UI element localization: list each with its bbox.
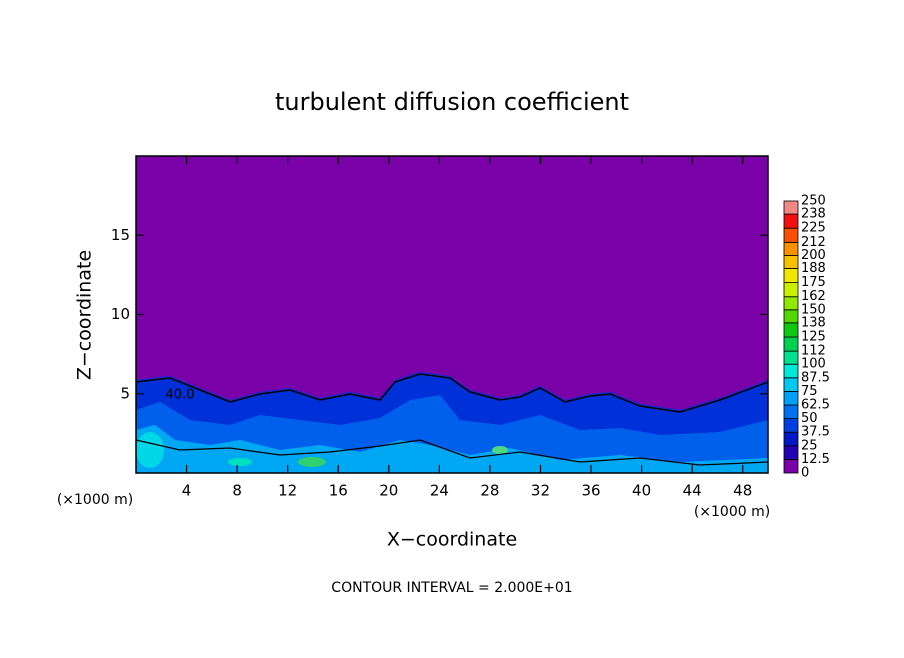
- colorbar-band: [783, 418, 799, 433]
- y-tick-label: 10: [111, 305, 130, 323]
- y-tick-label: 15: [111, 226, 130, 244]
- colorbar-band: [783, 296, 799, 311]
- colorbar-band: [783, 445, 799, 460]
- colorbar-band: [783, 404, 799, 420]
- colorbar-label: 150: [801, 302, 826, 317]
- colorbar-band: [783, 336, 799, 352]
- colorbar-band: [783, 200, 799, 215]
- colorbar-label: 225: [801, 221, 826, 236]
- colorbar-label: 100: [801, 357, 826, 372]
- colorbar-band: [783, 227, 799, 243]
- x-tick-label: 16: [329, 482, 348, 500]
- colorbar-band: [783, 350, 799, 365]
- x-tick-label: 36: [581, 482, 600, 500]
- colorbar-label: 175: [801, 275, 826, 290]
- colorbar-label: 50: [801, 411, 818, 426]
- y-tick-label: 5: [120, 384, 130, 402]
- colorbar-band: [783, 322, 799, 338]
- colorbar-label: 238: [801, 207, 826, 222]
- colorbar-label: 125: [801, 330, 826, 345]
- colorbar-label: 162: [801, 289, 826, 304]
- chart-title: turbulent diffusion coefficient: [275, 88, 629, 116]
- colorbar-band: [783, 363, 799, 379]
- colorbar-band: [783, 282, 799, 298]
- colorbar-label: 0: [801, 466, 809, 481]
- colorbar-band: [783, 377, 799, 392]
- colorbar-band: [783, 309, 799, 324]
- colorbar-label: 250: [801, 194, 826, 209]
- colorbar-band: [783, 390, 799, 406]
- colorbar-label: 188: [801, 261, 826, 276]
- colorbar-band: [783, 268, 799, 283]
- x-tick-label: 28: [480, 482, 499, 500]
- colorbar-band: [783, 458, 799, 474]
- x-tick-label: 8: [232, 482, 242, 500]
- x-tick-label: 48: [733, 482, 752, 500]
- x-unit: (×1000 m): [694, 504, 770, 520]
- x-tick-label: 40: [632, 482, 651, 500]
- colorbar-label: 87.5: [801, 370, 830, 385]
- colorbar-label: 37.5: [801, 425, 830, 440]
- x-tick-label: 12: [278, 482, 297, 500]
- colorbar-label: 212: [801, 235, 826, 250]
- colorbar-band: [783, 431, 799, 447]
- footer: CONTOUR INTERVAL = 2.000E+01: [331, 580, 572, 596]
- x-tick-label: 32: [531, 482, 550, 500]
- colorbar-band: [783, 213, 799, 229]
- x-tick-label: 20: [379, 482, 398, 500]
- colorbar-label: 62.5: [801, 398, 830, 413]
- colorbar-label: 12.5: [801, 452, 830, 467]
- colorbar-label: 75: [801, 384, 818, 399]
- colorbar-band: [783, 241, 799, 256]
- field: [135, 156, 769, 473]
- colorbar-band: [783, 254, 799, 269]
- colorbar-label: 200: [801, 248, 826, 263]
- x-tick-label: 44: [683, 482, 702, 500]
- colorbar-label: 25: [801, 438, 818, 453]
- contour-label: 40.0: [166, 388, 195, 403]
- y-unit: (×1000 m): [57, 492, 133, 508]
- colorbar-label: 112: [801, 344, 826, 359]
- x-tick-label: 4: [182, 482, 192, 500]
- colorbar-label: 138: [801, 315, 826, 330]
- x-tick-label: 24: [430, 482, 449, 500]
- y-axis-label: Z−coordinate: [74, 250, 96, 380]
- x-axis-label: X−coordinate: [387, 529, 517, 551]
